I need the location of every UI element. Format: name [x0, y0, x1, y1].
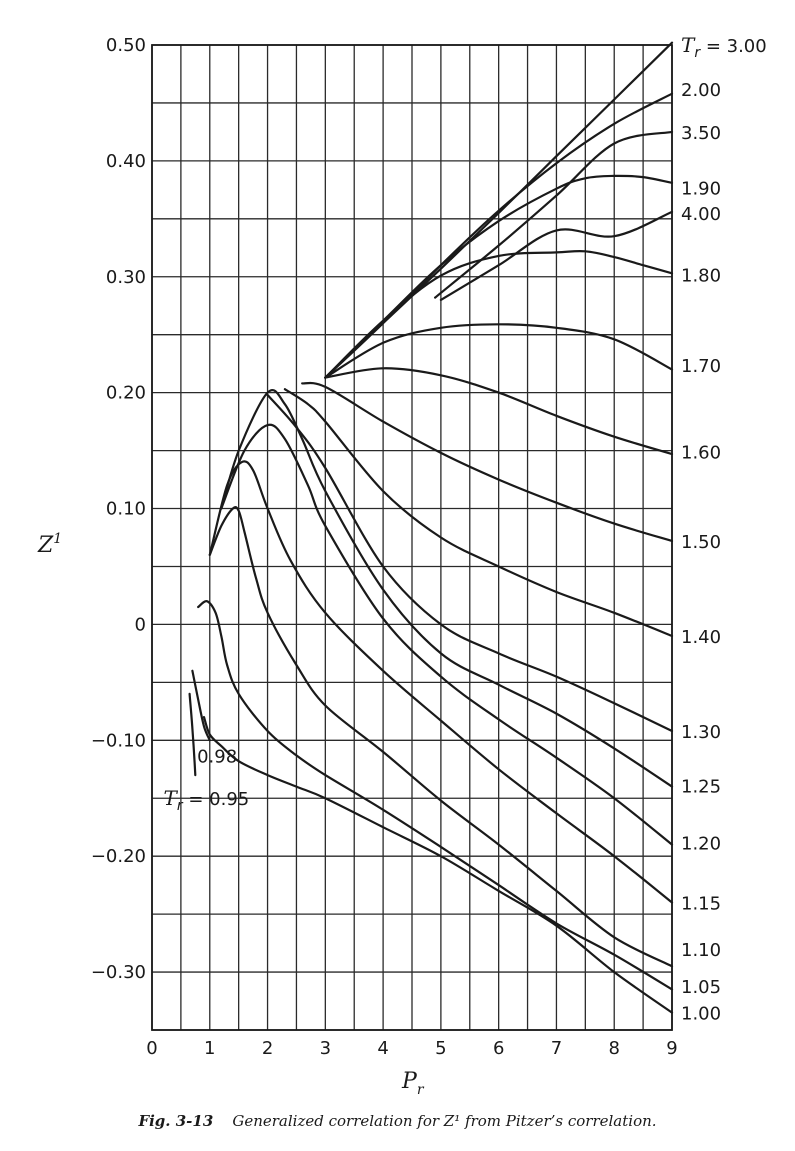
curve-tr-1-00	[202, 716, 674, 1014]
y-tick-label: 0.10	[106, 499, 146, 520]
right-label-300-prefix: T	[681, 33, 696, 57]
curve-tr-1-50	[301, 381, 674, 543]
curve-tr-3-50	[434, 130, 674, 299]
y-tick-label: 0.20	[106, 383, 146, 404]
x-tick-label: 8	[608, 1038, 619, 1059]
curve-tr-1-15	[208, 460, 674, 904]
right-label-300-value: = 3.00	[700, 36, 767, 57]
y-tick-label: 0.50	[106, 35, 146, 56]
curve-tr-1-70	[324, 323, 674, 379]
right-label-400: 4.00	[681, 204, 721, 225]
y-tick-label: 0	[135, 614, 146, 635]
x-tick-label: 1	[204, 1038, 215, 1059]
x-tick-label: 9	[666, 1038, 677, 1059]
inner-curve-labels: 0.98 Tr = 0.95	[164, 746, 250, 814]
figure-caption-label: Fig. 3-13	[138, 1112, 214, 1130]
curves	[188, 41, 674, 1014]
right-label-150: 1.50	[681, 532, 721, 553]
y-tick-labels: 0.50 0.40 0.30 0.20 0.10 0 −0.10 −0.20 −0.30	[91, 35, 146, 983]
right-label-120: 1.20	[681, 833, 721, 854]
right-label-105: 1.05	[681, 977, 721, 998]
curve-tr-1-80	[324, 249, 674, 379]
inner-label-095-prefix: T	[164, 786, 179, 810]
y-axis-label: Z1	[37, 531, 62, 558]
grid-lines	[151, 44, 673, 1031]
curve-tr-1-40	[283, 388, 674, 638]
inner-label-095: Tr = 0.95	[164, 786, 250, 814]
right-label-350: 3.50	[681, 123, 721, 144]
curve-tr-1-25	[220, 389, 674, 788]
y-axis-label-main: Z	[37, 533, 54, 558]
y-tick-label: −0.30	[91, 962, 146, 983]
right-label-130: 1.30	[681, 722, 721, 743]
right-label-160: 1.60	[681, 443, 721, 464]
right-label-300-prefix-sub: r	[694, 45, 701, 61]
x-tick-label: 7	[551, 1038, 562, 1059]
x-tick-label: 0	[146, 1038, 157, 1059]
x-axis-label: Pr	[401, 1069, 425, 1098]
right-curve-labels: Tr = 3.00 2.00 3.50 1.90 4.00 1.80 1.70 1.60 1.5…	[681, 33, 767, 1025]
y-tick-label: −0.20	[91, 846, 146, 867]
inner-label-095-prefix-sub: r	[177, 798, 184, 814]
x-tick-labels: 0 1 2 3 4 5 6 7 8 9	[146, 1038, 677, 1059]
inner-label-098: 0.98	[197, 746, 237, 767]
x-axis-label-sub: r	[417, 1082, 425, 1098]
curve-tr-1-60	[324, 367, 674, 456]
inner-label-095-value: = 0.95	[183, 789, 250, 810]
curve-tr-0-98	[191, 669, 211, 742]
x-tick-label: 4	[377, 1038, 388, 1059]
right-label-200: 2.00	[681, 80, 721, 101]
curve-tr-1-10	[208, 506, 674, 968]
x-tick-label: 5	[435, 1038, 446, 1059]
curve-tr-1-30	[266, 393, 674, 733]
curve-tr-4-00	[439, 210, 674, 301]
y-tick-label: 0.30	[106, 267, 146, 288]
figure-caption: Fig. 3-13 Generalized correlation for Z¹…	[0, 1112, 795, 1130]
x-tick-label: 6	[493, 1038, 504, 1059]
plot-frame	[151, 44, 673, 1031]
x-tick-label: 3	[320, 1038, 331, 1059]
right-label-300: Tr = 3.00	[681, 33, 767, 61]
curve-tr-1-05	[197, 600, 674, 991]
curve-tr-0-95	[188, 692, 197, 777]
curve-tr-2-00	[324, 92, 674, 379]
x-axis-label-main: P	[401, 1069, 418, 1094]
figure-caption-text: Generalized correlation for Z¹ from Pitz…	[232, 1112, 657, 1130]
y-tick-label: 0.40	[106, 151, 146, 172]
right-label-100: 1.00	[681, 1004, 721, 1025]
y-tick-label: −0.10	[91, 730, 146, 751]
right-label-170: 1.70	[681, 356, 721, 377]
right-label-180: 1.80	[681, 265, 721, 286]
right-label-125: 1.25	[681, 776, 721, 797]
curve-tr-1-20	[220, 423, 674, 846]
right-label-115: 1.15	[681, 894, 721, 915]
x-tick-label: 2	[262, 1038, 273, 1059]
right-label-140: 1.40	[681, 627, 721, 648]
right-label-110: 1.10	[681, 940, 721, 961]
y-axis-label-sup: 1	[53, 531, 62, 547]
right-label-190: 1.90	[681, 179, 721, 200]
